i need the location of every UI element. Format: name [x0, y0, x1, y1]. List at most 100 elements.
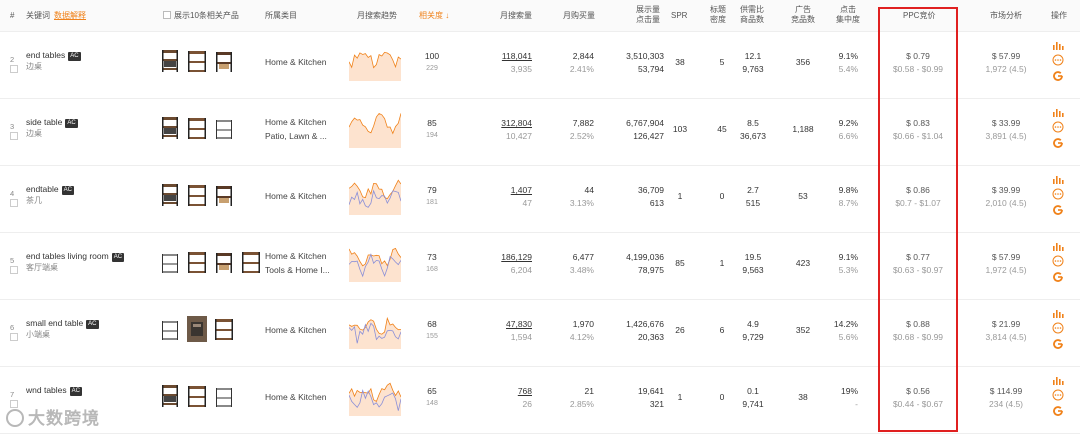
product-thumbnail[interactable] — [214, 249, 234, 275]
col-relevance[interactable]: 相关度 ↓ — [419, 11, 450, 20]
bar-chart-icon[interactable] — [1052, 174, 1064, 184]
table-row: 2 end tables AC 边桌 Home & Kitchen 100 229… — [0, 32, 1080, 99]
monthly-search[interactable]: 186,129 — [501, 252, 532, 262]
spr-value: 1 — [677, 392, 683, 402]
search-trend-chart[interactable] — [348, 242, 402, 282]
col-impressions[interactable]: 展示量 点击量 — [636, 5, 660, 24]
more-icon[interactable] — [1052, 121, 1064, 133]
more-icon[interactable] — [1052, 322, 1064, 334]
more-icon[interactable] — [1052, 188, 1064, 200]
product-thumbnail[interactable] — [187, 182, 207, 208]
google-icon[interactable] — [1052, 338, 1064, 350]
product-thumbnail[interactable] — [187, 316, 207, 342]
product-thumbnail[interactable] — [160, 48, 180, 74]
row-checkbox[interactable] — [10, 199, 18, 207]
col-index: # — [10, 11, 15, 20]
google-icon[interactable] — [1052, 271, 1064, 283]
monthly-search[interactable]: 312,804 — [501, 118, 532, 128]
row-checkbox[interactable] — [10, 400, 18, 408]
keyword-text[interactable]: end tables living room AC — [26, 251, 125, 262]
monthly-search[interactable]: 118,041 — [501, 51, 532, 61]
product-thumbnail[interactable] — [214, 182, 234, 208]
product-thumbnail[interactable] — [214, 48, 234, 74]
col-click-concentration[interactable]: 点击 集中度 — [836, 5, 860, 24]
category-primary[interactable]: Home & Kitchen — [265, 392, 327, 402]
product-thumbnail[interactable] — [160, 182, 180, 208]
monthly-buy: 7,882 — [572, 118, 594, 128]
row-checkbox[interactable] — [10, 266, 18, 274]
search-trend-chart[interactable] — [348, 108, 402, 148]
search-trend-chart[interactable] — [348, 376, 402, 416]
col-category: 所属类目 — [265, 11, 297, 20]
monthly-search[interactable]: 47,830 — [506, 319, 532, 329]
keyword-text[interactable]: end tables AC — [26, 50, 81, 61]
product-thumbnail[interactable] — [160, 383, 180, 409]
category-primary[interactable]: Home & Kitchen — [265, 117, 327, 127]
col-monthly-buy[interactable]: 月购买量 — [563, 11, 595, 20]
search-trend-chart[interactable] — [348, 175, 402, 215]
row-checkbox[interactable] — [10, 333, 18, 341]
more-icon[interactable] — [1052, 54, 1064, 66]
trend-sparkline — [348, 113, 402, 148]
col-ppc[interactable]: PPC竞价 — [903, 11, 936, 20]
col-spr[interactable]: SPR — [671, 11, 688, 20]
row-checkbox[interactable] — [10, 65, 18, 73]
clicks: 20,363 — [638, 332, 664, 342]
google-icon[interactable] — [1052, 204, 1064, 216]
product-thumbnail[interactable] — [160, 316, 180, 342]
category-secondary[interactable]: Patio, Lawn & ... — [265, 131, 327, 141]
monthly-search[interactable]: 768 — [517, 386, 532, 396]
monthly-search[interactable]: 1,407 — [510, 185, 532, 195]
category-primary[interactable]: Home & Kitchen — [265, 251, 327, 261]
keyword-text[interactable]: endtable AC — [26, 184, 74, 195]
ppc-range: $0.63 - $0.97 — [892, 265, 944, 275]
product-thumbnail[interactable] — [187, 383, 207, 409]
product-thumbnail[interactable] — [160, 249, 180, 275]
bar-chart-icon[interactable] — [1052, 308, 1064, 318]
google-icon[interactable] — [1052, 137, 1064, 149]
product-thumbnail[interactable] — [187, 115, 207, 141]
bar-chart-icon[interactable] — [1052, 40, 1064, 50]
product-thumbnail[interactable] — [187, 48, 207, 74]
keyword-text[interactable]: small end table AC — [26, 318, 99, 329]
col-monthly-search[interactable]: 月搜索量 — [500, 11, 532, 20]
google-icon[interactable] — [1052, 405, 1064, 417]
bar-chart-icon[interactable] — [1052, 375, 1064, 385]
impressions: 1,426,676 — [626, 319, 664, 329]
col-ads[interactable]: 广告 竞品数 — [791, 5, 815, 24]
row-index: 2 — [10, 55, 15, 64]
clicks: 53,794 — [638, 64, 664, 74]
product-thumbnail[interactable] — [214, 115, 234, 141]
product-thumbnail[interactable] — [241, 249, 261, 275]
show-products-checkbox[interactable] — [163, 11, 171, 19]
spr-value: 85 — [675, 258, 685, 268]
search-trend-chart[interactable] — [348, 41, 402, 81]
category-secondary[interactable]: Tools & Home I... — [265, 265, 330, 275]
bar-chart-icon[interactable] — [1052, 241, 1064, 251]
row-checkbox[interactable] — [10, 132, 18, 140]
product-thumbnail[interactable] — [214, 383, 234, 409]
col-keyword[interactable]: 关键词 — [26, 11, 50, 20]
product-thumbnail[interactable] — [160, 115, 180, 141]
show-products-toggle[interactable]: 展示10条相关产品 — [163, 11, 239, 21]
product-thumbnail[interactable] — [214, 316, 234, 342]
google-icon[interactable] — [1052, 70, 1064, 82]
category-primary[interactable]: Home & Kitchen — [265, 57, 327, 67]
category-primary[interactable]: Home & Kitchen — [265, 191, 327, 201]
row-index: 4 — [10, 189, 15, 198]
bar-chart-icon[interactable] — [1052, 107, 1064, 117]
watermark: 大数跨境 — [6, 404, 100, 429]
spr-value: 26 — [675, 325, 685, 335]
product-thumbnail[interactable] — [187, 249, 207, 275]
ac-badge: AC — [69, 387, 82, 396]
category-primary[interactable]: Home & Kitchen — [265, 325, 327, 335]
keyword-text[interactable]: side table AC — [26, 117, 78, 128]
data-explain-link[interactable]: 数据解释 — [54, 11, 86, 20]
col-title-density[interactable]: 标题 密度 — [710, 5, 726, 24]
col-supply-demand[interactable]: 供需比 商品数 — [740, 5, 764, 24]
search-trend-chart[interactable] — [348, 309, 402, 349]
more-icon[interactable] — [1052, 255, 1064, 267]
more-icon[interactable] — [1052, 389, 1064, 401]
table-header: # 关键词 数据解释 展示10条相关产品 所属类目 月搜索趋势 相关度 ↓ 月搜… — [0, 0, 1080, 32]
keyword-text[interactable]: wnd tables AC — [26, 385, 82, 396]
